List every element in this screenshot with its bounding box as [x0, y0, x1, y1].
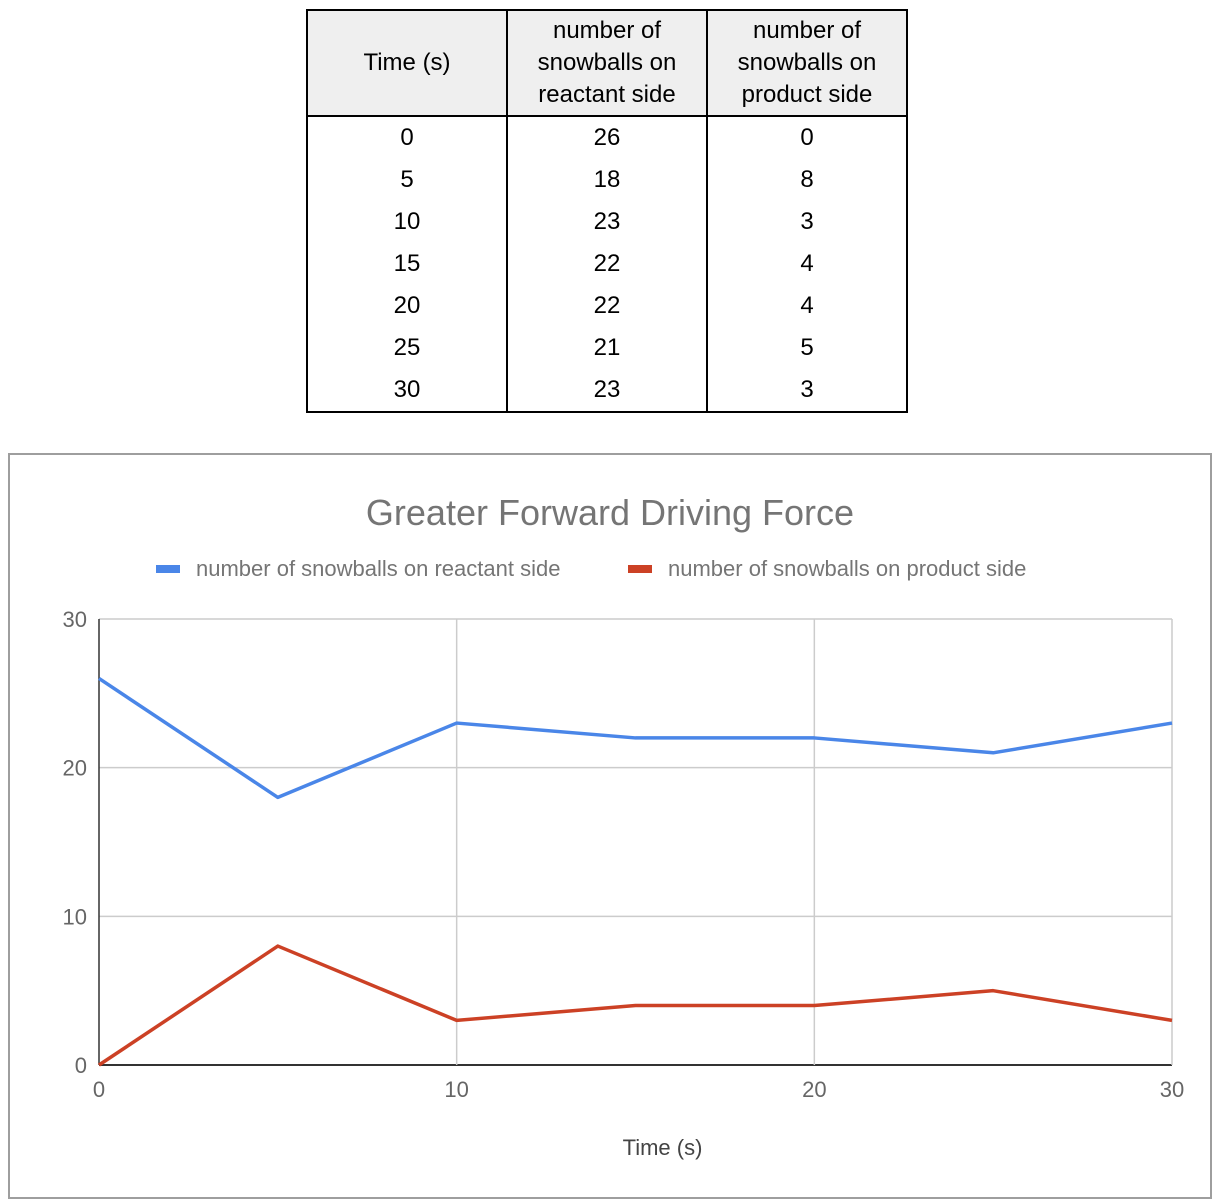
chart-title: Greater Forward Driving Force [366, 492, 854, 533]
table-cell: 4 [706, 285, 908, 327]
table-row: 5 18 8 [306, 159, 908, 201]
table-cell: 10 [306, 201, 508, 243]
x-tick-label: 20 [802, 1077, 826, 1102]
line-chart: Greater Forward Driving Force number of s… [8, 453, 1212, 1199]
table-cell: 4 [706, 243, 908, 285]
table-cell: 18 [506, 159, 708, 201]
legend-label: number of snowballs on reactant side [196, 556, 560, 581]
table-cell: 5 [706, 327, 908, 369]
table-cell: 3 [706, 369, 908, 413]
x-axis-label: Time (s) [623, 1135, 703, 1160]
x-tick-label: 30 [1160, 1077, 1184, 1102]
data-table: Time (s) number of snowballs on reactant… [306, 9, 908, 413]
table-cell: 26 [506, 116, 708, 159]
table-row: 20 22 4 [306, 285, 908, 327]
table-row: 25 21 5 [306, 327, 908, 369]
table-cell: 15 [306, 243, 508, 285]
table-cell: 22 [506, 243, 708, 285]
table-cell: 22 [506, 285, 708, 327]
table-cell: 30 [306, 369, 508, 413]
table-row: 10 23 3 [306, 201, 908, 243]
legend-swatch [156, 565, 180, 573]
table-cell: 21 [506, 327, 708, 369]
header-time: Time (s) [306, 9, 508, 117]
header-product: number of snowballs on product side [706, 9, 908, 117]
table-row: 30 23 3 [306, 369, 908, 413]
table-cell: 23 [506, 369, 708, 413]
x-tick-label: 0 [93, 1077, 105, 1102]
y-tick-label: 30 [63, 607, 87, 632]
table-row: 0 26 0 [306, 116, 908, 159]
legend-label: number of snowballs on product side [668, 556, 1026, 581]
series-line-product [98, 944, 1173, 1067]
table-cell: 20 [306, 285, 508, 327]
table-header-row: Time (s) number of snowballs on reactant… [306, 9, 908, 117]
series-line-reactant [98, 677, 1173, 800]
table-cell: 8 [706, 159, 908, 201]
y-tick-label: 10 [63, 904, 87, 929]
table-cell: 0 [306, 116, 508, 159]
header-reactant: number of snowballs on reactant side [506, 9, 708, 117]
legend-swatch [628, 565, 652, 573]
table-cell: 25 [306, 327, 508, 369]
table-cell: 3 [706, 201, 908, 243]
chart-svg: Greater Forward Driving Force number of s… [63, 492, 1185, 1160]
table-cell: 0 [706, 116, 908, 159]
table-cell: 5 [306, 159, 508, 201]
table-row: 15 22 4 [306, 243, 908, 285]
x-tick-label: 10 [444, 1077, 468, 1102]
y-tick-label: 20 [63, 756, 87, 781]
table-cell: 23 [506, 201, 708, 243]
y-tick-label: 0 [75, 1053, 87, 1078]
